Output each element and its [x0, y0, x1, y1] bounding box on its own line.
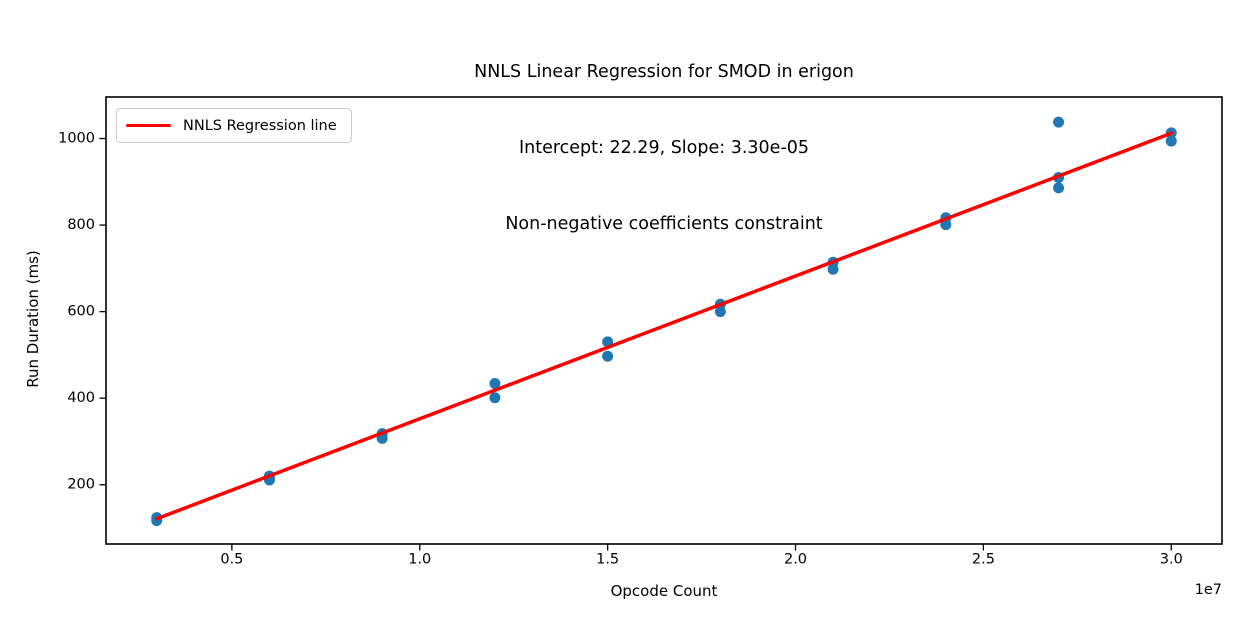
y-tick-label: 600: [67, 304, 95, 320]
scatter-point: [602, 350, 614, 362]
x-tick-label: 3.0: [1160, 552, 1183, 568]
y-tick-label: 1000: [58, 131, 95, 147]
scatter-point: [489, 377, 501, 389]
scatter-point: [1053, 116, 1065, 128]
plot-area: 0.5 1.0 1.5 2.0 2.5 3.0 200 400 600 800 1000: [58, 96, 1223, 568]
scatter-point: [827, 263, 839, 275]
chart-title: NNLS Linear Regression for SMOD in erigo…: [106, 9, 1222, 288]
y-tick-label: 400: [67, 390, 95, 406]
scatter-point: [940, 219, 952, 231]
axes-frame: [105, 96, 1223, 545]
x-tick-label: 2.5: [972, 552, 995, 568]
chart-title-line2: Intercept: 22.29, Slope: 3.30e-05: [518, 138, 810, 159]
legend-label: NNLS Regression line: [183, 117, 337, 134]
y-axis-label: Run Duration (ms): [24, 250, 42, 388]
scatter-point: [489, 392, 501, 404]
x-tick-label: 1.0: [408, 552, 431, 568]
chart-title-line3: Non-negative coefficients constraint: [505, 214, 823, 235]
scatter-point: [714, 306, 726, 318]
scatter-point: [1165, 135, 1177, 147]
chart-title-line1: NNLS Linear Regression for SMOD in erigo…: [474, 61, 854, 82]
y-tick-label: 200: [67, 477, 95, 493]
legend: NNLS Regression line: [116, 108, 352, 143]
scatter-point: [1053, 182, 1065, 194]
x-tick-label: 2.0: [784, 552, 807, 568]
x-axis-label: Opcode Count: [610, 582, 718, 600]
x-tick-label: 0.5: [220, 552, 243, 568]
y-tick-label: 800: [67, 217, 95, 233]
x-axis-offset-label: 1e7: [1194, 582, 1222, 598]
legend-line-sample: [126, 124, 171, 127]
x-tick-label: 1.5: [596, 552, 619, 568]
regression-line: [154, 131, 1174, 521]
